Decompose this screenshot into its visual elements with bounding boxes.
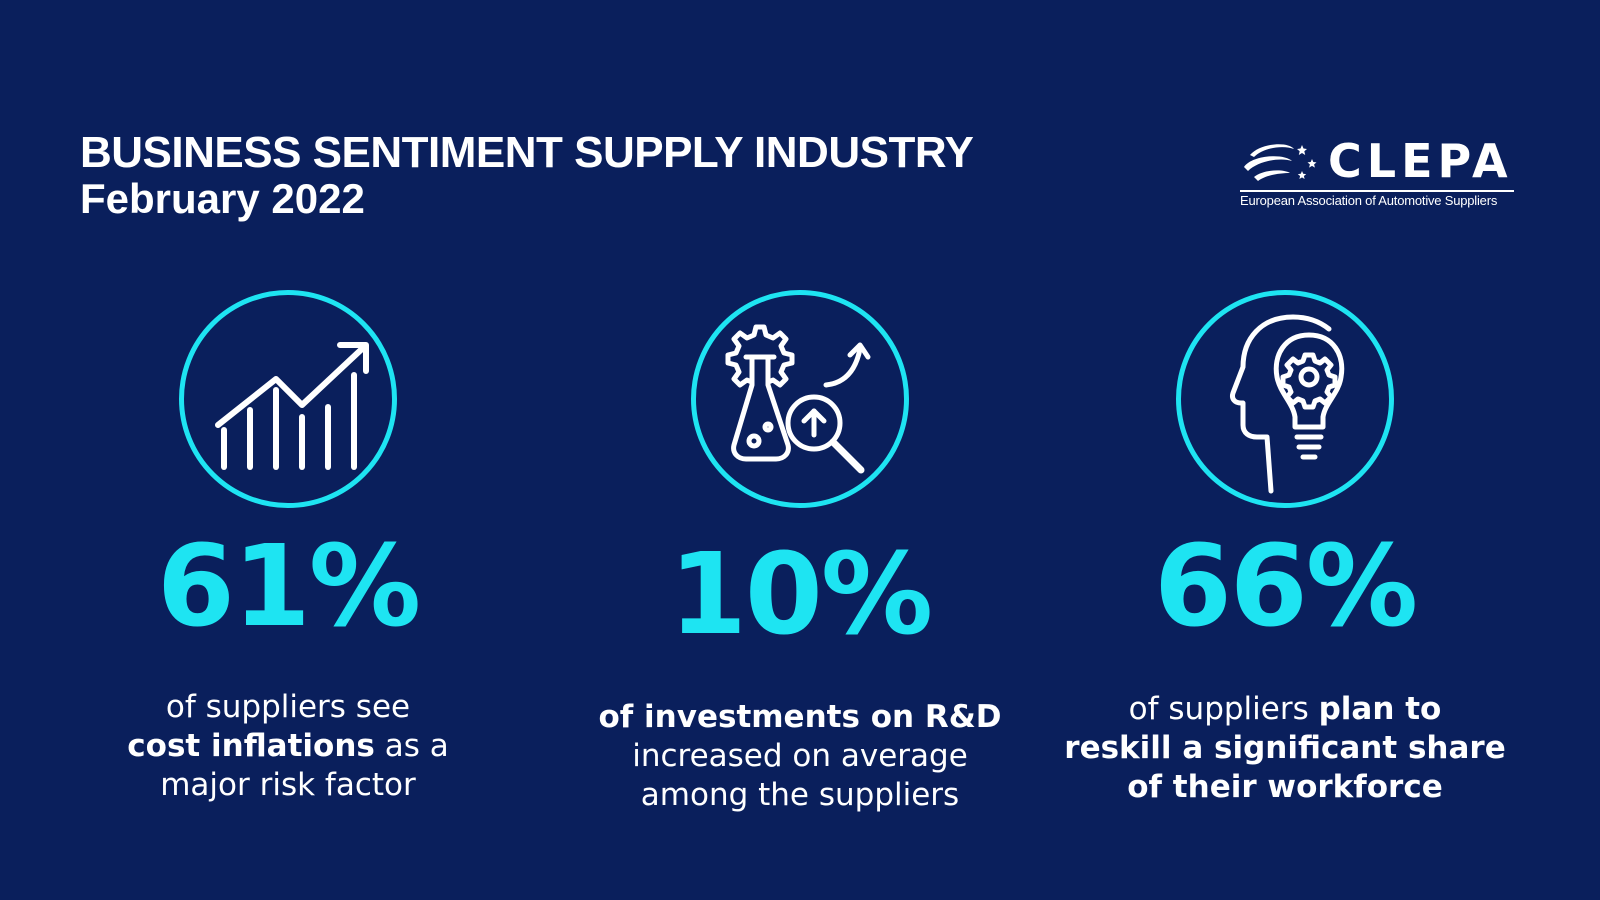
logo-tagline: European Association of Automotive Suppl… <box>1240 193 1498 208</box>
stat-caption: of investments on R&D increased on avera… <box>565 698 1035 815</box>
stat-caption: of suppliers see cost inflations as a ma… <box>53 688 523 805</box>
swoosh-stars-icon <box>1244 144 1317 181</box>
caption-text: as a <box>374 728 449 764</box>
header: BUSINESS SENTIMENT SUPPLY INDUSTRY Febru… <box>80 128 974 222</box>
stat-percent: 61% <box>156 522 421 652</box>
caption-emphasis: of investments on R&D <box>598 699 1002 735</box>
caption-emphasis: reskill a significant share <box>1064 730 1506 766</box>
caption-line: cost inflations as a <box>53 727 523 766</box>
page-title: BUSINESS SENTIMENT SUPPLY INDUSTRY <box>80 128 974 177</box>
stat-percent: 10% <box>668 530 933 660</box>
stat-percent: 66% <box>1153 522 1418 652</box>
logo-wordmark: CLEPA <box>1328 134 1513 188</box>
clepa-logo: CLEPA European Association of Automotive… <box>1240 135 1520 215</box>
logo-divider <box>1240 190 1514 192</box>
rnd-flask-gear-magnifier-icon <box>725 324 871 474</box>
icon-circle <box>1176 290 1394 508</box>
caption-line: of suppliers see <box>165 689 411 725</box>
caption-emphasis: plan to <box>1318 691 1442 727</box>
caption-emphasis: cost inflations <box>127 728 375 764</box>
page-subtitle: February 2022 <box>80 175 365 222</box>
caption-line: of suppliers plan to <box>1050 690 1520 729</box>
caption-line: major risk factor <box>160 767 416 803</box>
caption-line: increased on average <box>632 738 968 774</box>
stat-caption: of suppliers plan to reskill a significa… <box>1050 690 1520 807</box>
caption-emphasis: of their workforce <box>1127 769 1443 805</box>
stat-cost-inflation: 61% of suppliers see cost inflations as … <box>53 290 523 805</box>
stat-reskilling: 66% of suppliers plan to reskill a signi… <box>1050 290 1520 807</box>
rising-bar-chart-icon <box>215 342 369 470</box>
icon-circle <box>691 290 909 508</box>
caption-text: of suppliers <box>1128 691 1319 727</box>
caption-line: among the suppliers <box>640 777 960 813</box>
stat-rnd-investment: 10% of investments on R&D increased on a… <box>565 290 1035 815</box>
head-lightbulb-gear-icon <box>1230 314 1345 494</box>
icon-circle <box>179 290 397 508</box>
